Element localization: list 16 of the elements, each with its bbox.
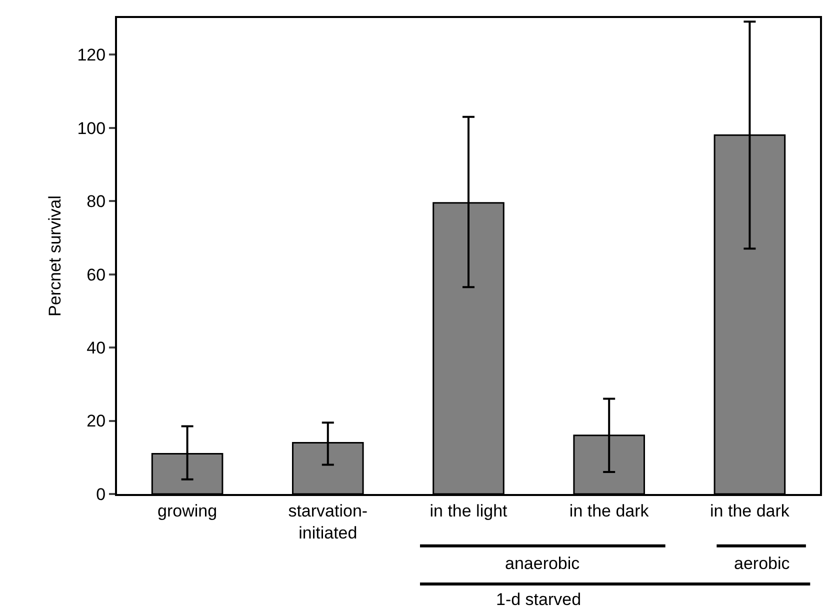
- y-tick-label: 120: [77, 46, 106, 65]
- text: anaerobic: [505, 554, 580, 573]
- x-tick-label: growing: [158, 501, 218, 520]
- y-axis-title: Percnet survival: [45, 196, 64, 316]
- x-tick-label: in the dark: [710, 501, 790, 520]
- y-tick-label: 40: [86, 338, 106, 358]
- x-tick-label: in the dark: [569, 501, 650, 520]
- text: 1-d starved: [496, 590, 582, 609]
- y-tick-label: 100: [77, 118, 106, 138]
- x-tick-label: starvation- initiated: [288, 501, 368, 542]
- text: aerobic: [734, 554, 790, 573]
- y-tick-label: 80: [86, 192, 106, 212]
- y-tick-label: 60: [86, 265, 106, 284]
- y-tick-label: 0: [96, 484, 106, 504]
- x-tick-label: in the light: [430, 501, 508, 520]
- y-tick-label: 20: [86, 412, 106, 431]
